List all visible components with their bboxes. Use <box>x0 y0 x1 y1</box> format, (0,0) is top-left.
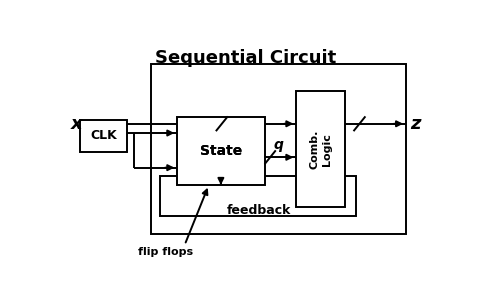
Text: State: State <box>200 144 242 158</box>
Text: Comb.
Logic: Comb. Logic <box>309 130 332 169</box>
Text: Sequential Circuit: Sequential Circuit <box>156 49 336 67</box>
Bar <box>177 117 264 185</box>
Bar <box>151 64 406 233</box>
Bar <box>160 176 356 216</box>
Text: x: x <box>71 115 83 133</box>
Text: q: q <box>274 138 284 152</box>
Bar <box>81 120 127 152</box>
Text: State: State <box>200 144 242 158</box>
Text: feedback: feedback <box>227 204 291 217</box>
Text: flip flops: flip flops <box>138 247 193 257</box>
Text: CLK: CLK <box>90 129 117 142</box>
Text: z: z <box>410 115 420 133</box>
Bar <box>296 92 345 207</box>
